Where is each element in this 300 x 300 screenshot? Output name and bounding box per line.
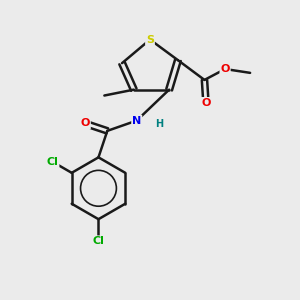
Text: O: O xyxy=(201,98,211,108)
Text: O: O xyxy=(220,64,230,74)
Text: O: O xyxy=(80,118,90,128)
Text: Cl: Cl xyxy=(92,236,104,246)
Text: Cl: Cl xyxy=(46,157,58,167)
Text: N: N xyxy=(132,116,141,126)
Text: H: H xyxy=(155,119,163,129)
Text: S: S xyxy=(146,34,154,45)
